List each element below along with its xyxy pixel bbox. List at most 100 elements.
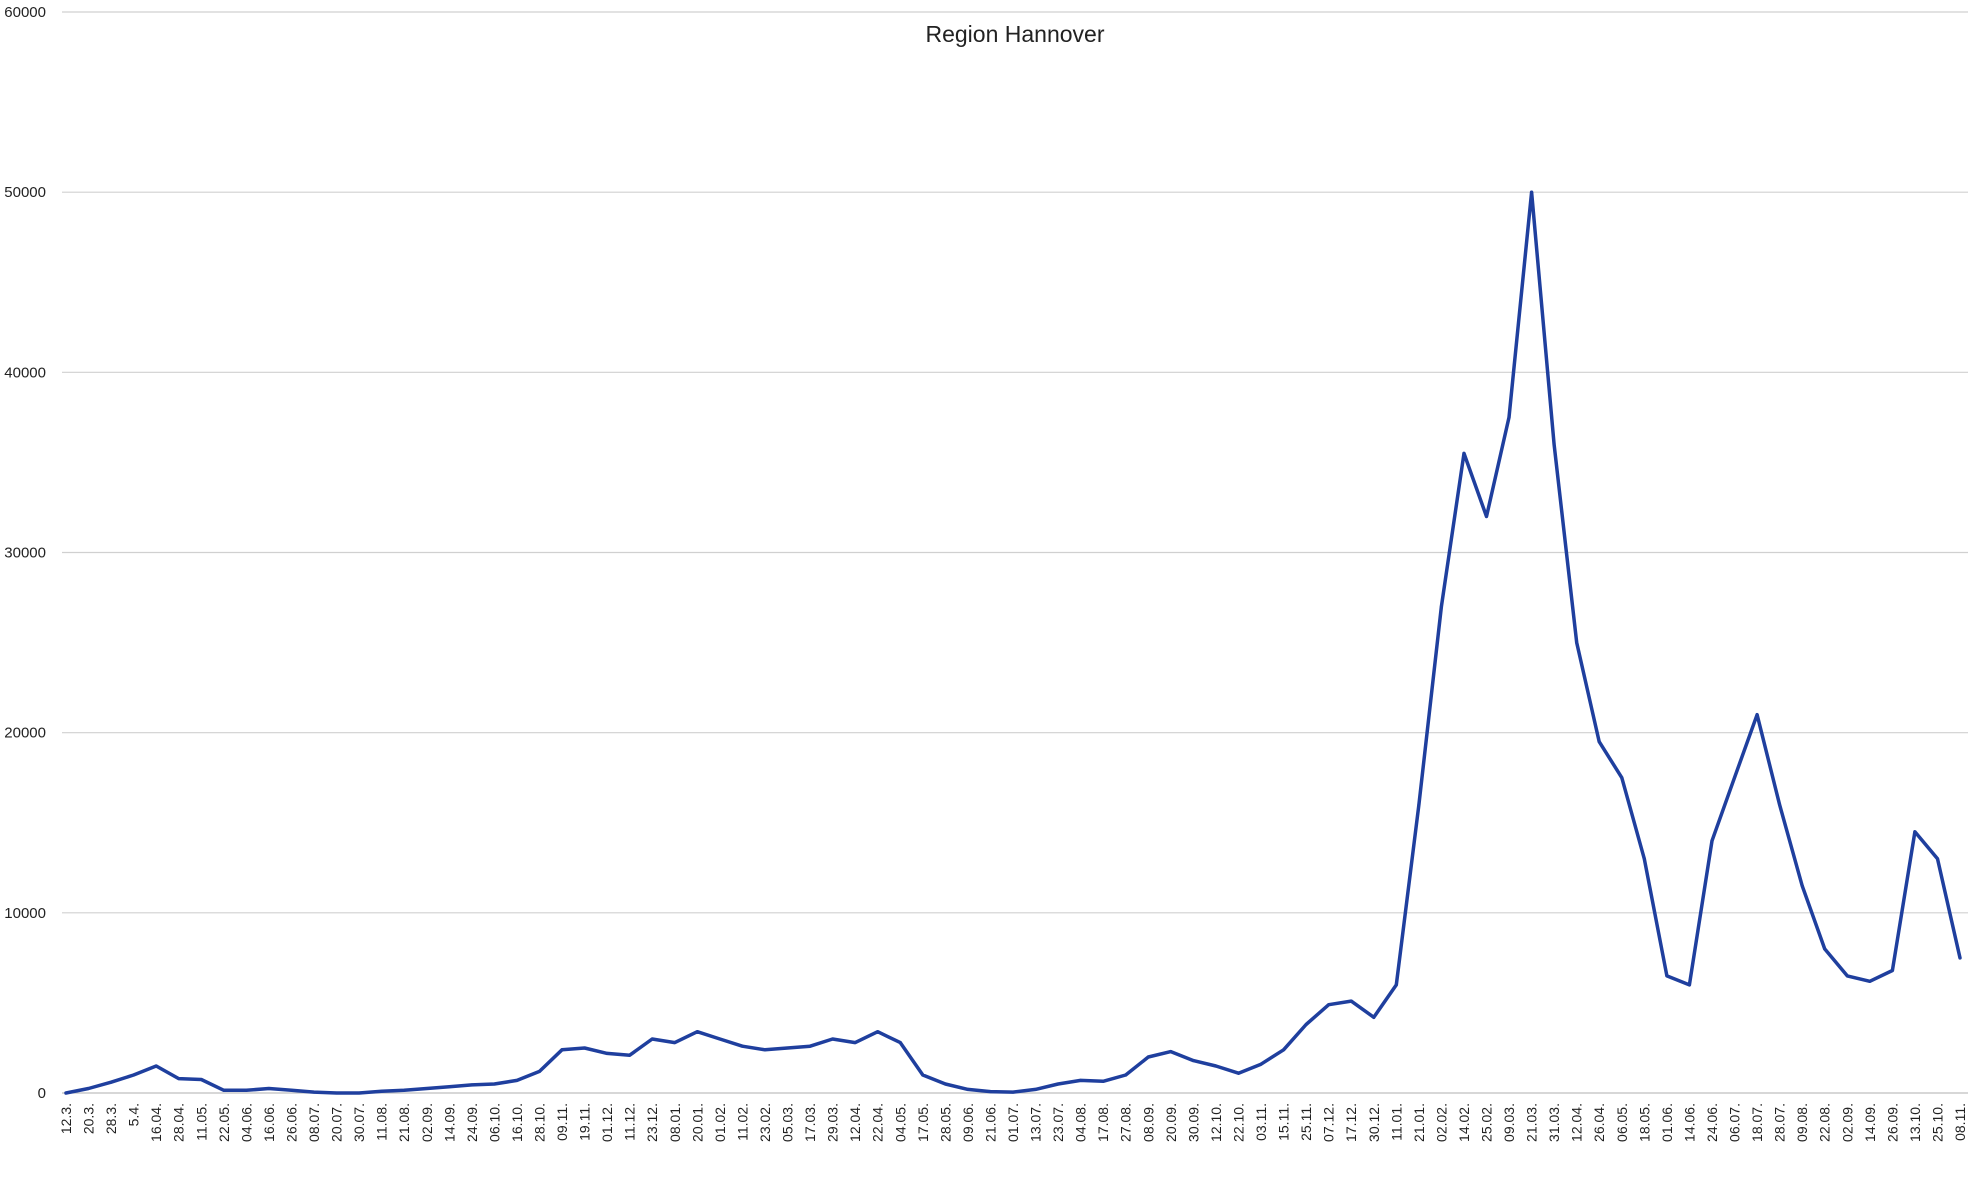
x-tick-label: 25.02. (1479, 1103, 1495, 1142)
x-tick-label: 30.09. (1185, 1103, 1201, 1142)
data-point (988, 1090, 992, 1094)
x-tick-label: 28.07. (1772, 1103, 1788, 1142)
data-point (1845, 974, 1849, 978)
x-tick-label: 05.03. (780, 1103, 796, 1142)
data-point (740, 1044, 744, 1048)
x-tick-label: 28.10. (532, 1103, 548, 1142)
data-point (1575, 641, 1579, 645)
data-point (1259, 1062, 1263, 1066)
data-point (1958, 956, 1962, 960)
y-tick-label: 0 (38, 1085, 46, 1102)
data-point (335, 1091, 339, 1095)
x-tick-label: 01.06. (1659, 1103, 1675, 1142)
x-tick-label: 11.12. (622, 1103, 638, 1141)
data-point (199, 1077, 203, 1081)
x-tick-label: 25.11. (1298, 1103, 1314, 1141)
data-point (1755, 713, 1759, 717)
data-point (64, 1091, 68, 1095)
data-point (650, 1037, 654, 1041)
x-tick-label: 23.07. (1050, 1103, 1066, 1142)
x-tick-label: 11.02. (734, 1103, 750, 1141)
data-point (1665, 974, 1669, 978)
series-layer (64, 190, 1962, 1095)
data-point (1101, 1079, 1105, 1083)
data-point (1169, 1050, 1173, 1054)
data-point (898, 1041, 902, 1045)
data-point (515, 1078, 519, 1082)
data-point (853, 1041, 857, 1045)
data-point (132, 1073, 136, 1077)
x-tick-label: 27.08. (1118, 1103, 1134, 1142)
data-point (1056, 1082, 1060, 1086)
data-point (876, 1030, 880, 1034)
x-tick-label: 23.12. (644, 1103, 660, 1142)
x-tick-label: 11.05. (193, 1103, 209, 1141)
data-point (380, 1089, 384, 1093)
x-tick-label: 04.06. (238, 1103, 254, 1142)
data-point (1124, 1073, 1128, 1077)
data-point (1687, 983, 1691, 987)
x-tick-label: 08.01. (667, 1103, 683, 1142)
data-point (1079, 1078, 1083, 1082)
x-tick-label: 06.05. (1614, 1103, 1630, 1142)
x-tick-label: 09.03. (1501, 1103, 1517, 1142)
data-point (312, 1090, 316, 1094)
x-tick-label: 01.12. (599, 1103, 615, 1142)
x-tick-label: 09.11. (554, 1103, 570, 1141)
x-tick-label: 24.09. (464, 1103, 480, 1142)
x-tick-label: 22.05. (216, 1103, 232, 1142)
x-tick-label: 15.11. (1276, 1103, 1292, 1141)
x-tick-label: 02.02. (1433, 1103, 1449, 1142)
data-point (786, 1046, 790, 1050)
data-point (267, 1086, 271, 1090)
x-tick-label: 14.06. (1681, 1103, 1697, 1142)
data-point (177, 1077, 181, 1081)
x-tick-label: 01.07. (1005, 1103, 1021, 1142)
x-tick-label: 16.04. (148, 1103, 164, 1142)
data-point (1823, 947, 1827, 951)
y-tick-label: 10000 (4, 905, 46, 922)
x-tick-label: 20.3. (81, 1103, 97, 1134)
x-tick-label: 12.3. (58, 1103, 74, 1134)
data-point (1778, 803, 1782, 807)
data-point (1462, 451, 1466, 455)
data-point (943, 1082, 947, 1086)
data-point (538, 1069, 541, 1073)
y-tick-label: 60000 (4, 4, 46, 21)
x-tick-label: 17.03. (802, 1103, 818, 1142)
series-line (64, 190, 1962, 1095)
x-tick-label: 12.04. (847, 1103, 863, 1142)
data-point (1710, 839, 1714, 843)
data-point (1733, 776, 1737, 780)
x-tick-label: 04.08. (1073, 1103, 1089, 1142)
x-tick-label: 29.03. (825, 1103, 841, 1142)
data-point (1417, 803, 1421, 807)
x-tick-label: 21.03. (1524, 1103, 1540, 1142)
data-point (673, 1041, 677, 1045)
data-point (1800, 884, 1804, 888)
data-point (357, 1091, 361, 1095)
data-point (1304, 1023, 1308, 1027)
x-tick-label: 25.10. (1929, 1103, 1945, 1142)
x-tick-label: 01.02. (712, 1103, 728, 1142)
x-tick-label: 08.07. (306, 1103, 322, 1142)
x-tick-label: 16.10. (509, 1103, 525, 1142)
x-tick-label: 30.12. (1366, 1103, 1382, 1142)
x-tick-label: 21.01. (1411, 1103, 1427, 1142)
data-point (1214, 1064, 1218, 1068)
x-tick-label: 02.09. (1839, 1103, 1855, 1142)
data-point (1530, 190, 1534, 194)
data-point (1439, 605, 1443, 609)
data-point (763, 1048, 767, 1052)
data-point (628, 1053, 632, 1057)
x-tick-label: 06.10. (486, 1103, 502, 1142)
x-tick-label: 22.10. (1230, 1103, 1246, 1142)
data-point (87, 1086, 91, 1090)
x-tick-label: 13.07. (1028, 1103, 1044, 1142)
data-point (1394, 983, 1398, 987)
y-tick-label: 40000 (4, 364, 46, 381)
x-tick-label: 30.07. (351, 1103, 367, 1142)
x-tick-label: 08.09. (1140, 1103, 1156, 1142)
x-tick-label: 28.04. (171, 1103, 187, 1142)
data-point (1552, 442, 1556, 446)
